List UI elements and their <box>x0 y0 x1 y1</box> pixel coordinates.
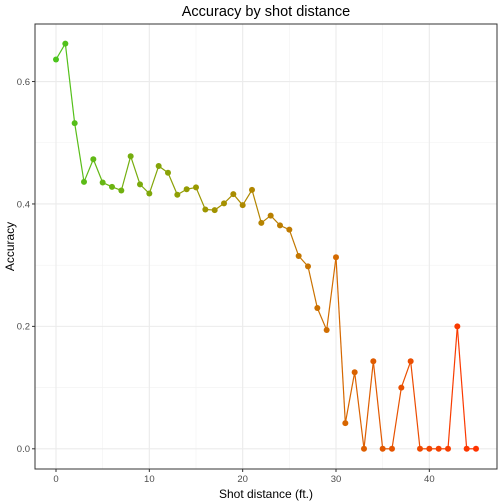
data-point <box>454 323 461 330</box>
data-point <box>118 187 125 194</box>
series-line-segment <box>316 307 328 331</box>
series-line-segment <box>130 156 141 185</box>
data-point <box>379 445 386 452</box>
data-point <box>435 445 442 452</box>
data-point <box>183 186 190 193</box>
series-line-segment <box>74 123 85 183</box>
series-line-segment <box>195 187 206 210</box>
y-axis-title: Accuracy <box>3 222 17 271</box>
data-point <box>99 179 106 186</box>
data-point <box>286 226 293 233</box>
x-axis: 0 10 20 30 40 <box>53 469 435 485</box>
data-point <box>230 191 237 198</box>
data-point <box>53 56 59 63</box>
data-point <box>165 169 171 176</box>
series-line-segment <box>288 229 300 257</box>
data-point <box>361 445 367 452</box>
data-point <box>333 254 339 261</box>
data-point <box>305 263 311 270</box>
chart-title: Accuracy by shot distance <box>182 4 350 20</box>
data-point <box>202 206 209 213</box>
minor-gridlines <box>35 24 497 469</box>
data-point <box>351 369 358 376</box>
data-point <box>463 445 470 452</box>
x-tick-label: 40 <box>424 474 435 485</box>
plot-panel-background <box>35 24 497 469</box>
series-line-segment <box>456 326 468 449</box>
data-point <box>389 445 395 452</box>
data-point <box>258 219 265 226</box>
data-point <box>109 183 115 190</box>
y-tick-label: 0.0 <box>17 444 30 455</box>
data-point <box>81 178 87 185</box>
data-point <box>295 252 302 259</box>
x-tick-label: 20 <box>237 474 248 485</box>
series-line-segment <box>354 372 365 449</box>
data-point <box>211 207 218 214</box>
data-point <box>426 445 433 452</box>
series-line-segment <box>251 189 262 224</box>
data-point <box>221 200 227 207</box>
data-point <box>314 305 321 312</box>
series-line-segment <box>372 361 384 449</box>
data-point <box>249 186 255 193</box>
series-line-segment <box>148 165 160 194</box>
series-line-segment <box>363 361 374 449</box>
series-line-segment <box>344 372 356 424</box>
series-line-segment <box>120 156 132 191</box>
series-line-segment <box>167 172 178 196</box>
series-line-segment <box>92 159 104 183</box>
data-point <box>137 181 143 188</box>
data-point <box>323 327 330 334</box>
series-line-segment <box>335 257 346 424</box>
series-line-segment <box>64 43 76 124</box>
y-axis: 0.0 0.2 0.4 0.6 <box>17 77 35 455</box>
data-point <box>193 184 199 191</box>
x-tick-label: 30 <box>331 474 342 485</box>
data-point <box>370 358 377 365</box>
data-point <box>127 153 134 160</box>
y-tick-label: 0.6 <box>17 77 30 88</box>
data-point <box>146 190 153 197</box>
data-point <box>342 420 349 427</box>
series-line-segment <box>410 361 421 449</box>
x-tick-label: 0 <box>53 474 58 485</box>
series-line-segment <box>83 159 94 183</box>
series-line-segment <box>400 361 412 388</box>
data-point <box>398 384 405 391</box>
series-line-segment <box>55 43 66 60</box>
data-point <box>277 222 283 229</box>
data-point <box>417 445 423 452</box>
series-line-segment <box>326 257 337 331</box>
x-axis-title: Shot distance (ft.) <box>219 487 313 501</box>
series-line-segment <box>447 326 458 449</box>
data-point <box>90 156 97 163</box>
series-group <box>53 40 479 452</box>
data-point <box>174 191 181 198</box>
data-point <box>407 358 414 365</box>
series-line-segment <box>391 387 402 449</box>
data-point <box>445 445 451 452</box>
data-point <box>473 445 479 452</box>
series-line-segment <box>307 266 318 309</box>
data-point <box>267 212 274 219</box>
data-point <box>62 40 69 47</box>
data-point <box>239 202 246 209</box>
x-tick-label: 10 <box>144 474 155 485</box>
data-point <box>71 120 78 127</box>
y-tick-label: 0.2 <box>17 322 30 333</box>
y-tick-label: 0.4 <box>17 199 30 210</box>
plot-panel-border <box>34 23 498 470</box>
data-point <box>155 163 162 170</box>
